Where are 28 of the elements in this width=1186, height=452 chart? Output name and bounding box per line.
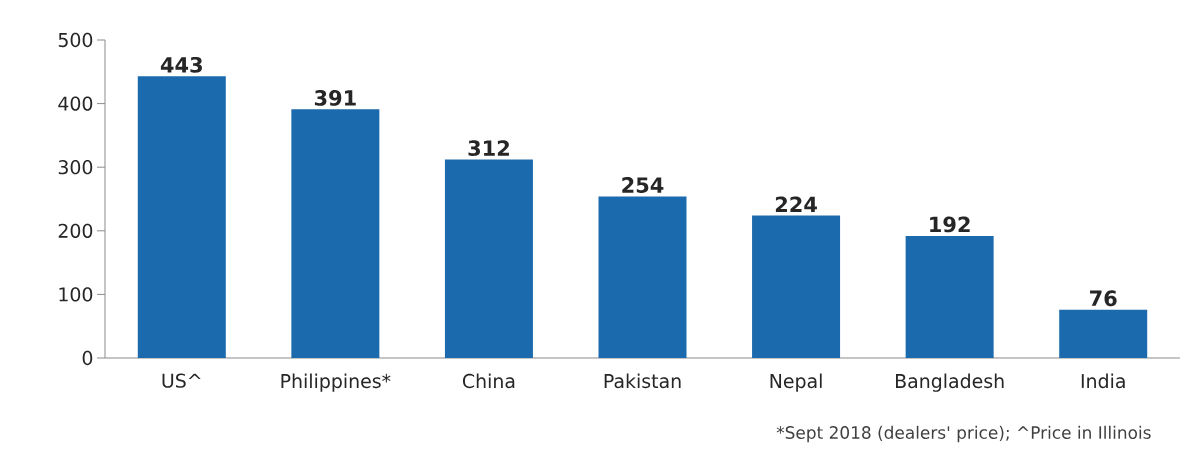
x-tick-label: US^ bbox=[162, 373, 201, 388]
bar bbox=[291, 109, 380, 358]
data-label: 76 bbox=[1090, 290, 1117, 307]
y-tick-label: 400 bbox=[58, 96, 93, 111]
x-tick-label: China bbox=[462, 373, 515, 389]
y-tick-label: 100 bbox=[59, 287, 93, 302]
bar bbox=[905, 235, 994, 358]
data-label: 192 bbox=[930, 216, 970, 233]
text: *Sept 2018 (dealers' price); ^Price in Illinois bbox=[776, 425, 1151, 443]
data-label: 254 bbox=[622, 177, 664, 193]
x-tick-label: Nepal bbox=[770, 373, 822, 392]
bar bbox=[444, 159, 533, 358]
data-label: 312 bbox=[468, 140, 509, 157]
data-label: 224 bbox=[775, 196, 817, 213]
bar bbox=[137, 76, 226, 358]
data-label: 391 bbox=[314, 89, 356, 106]
bar bbox=[752, 215, 841, 358]
y-tick-label: 0 bbox=[82, 350, 93, 366]
data-label: 443 bbox=[160, 56, 202, 73]
y-tick-label: 300 bbox=[58, 160, 93, 175]
x-tick-label: Pakistan bbox=[604, 373, 681, 389]
bar bbox=[598, 196, 687, 358]
y-tick-label: 200 bbox=[58, 223, 93, 238]
x-tick-label: India bbox=[1081, 373, 1125, 389]
x-tick-label: Philippines* bbox=[281, 373, 391, 392]
bar bbox=[1059, 309, 1148, 358]
x-tick-label: Bangladesh bbox=[896, 373, 1004, 392]
y-tick-label: 500 bbox=[58, 32, 93, 48]
